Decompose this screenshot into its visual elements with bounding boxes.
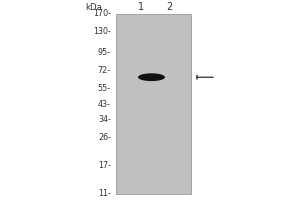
Text: 72-: 72-: [98, 66, 111, 75]
Text: 55-: 55-: [98, 84, 111, 93]
Text: 1: 1: [138, 2, 144, 12]
Text: 43-: 43-: [98, 100, 111, 109]
Text: 26-: 26-: [98, 133, 111, 142]
Text: 95-: 95-: [98, 48, 111, 57]
Text: 2: 2: [167, 2, 172, 12]
Text: kDa: kDa: [85, 3, 102, 12]
Text: 170-: 170-: [93, 9, 111, 19]
Text: 34-: 34-: [98, 115, 111, 124]
Text: 11-: 11-: [98, 190, 111, 198]
Text: 17-: 17-: [98, 161, 111, 170]
Text: 130-: 130-: [93, 27, 111, 36]
